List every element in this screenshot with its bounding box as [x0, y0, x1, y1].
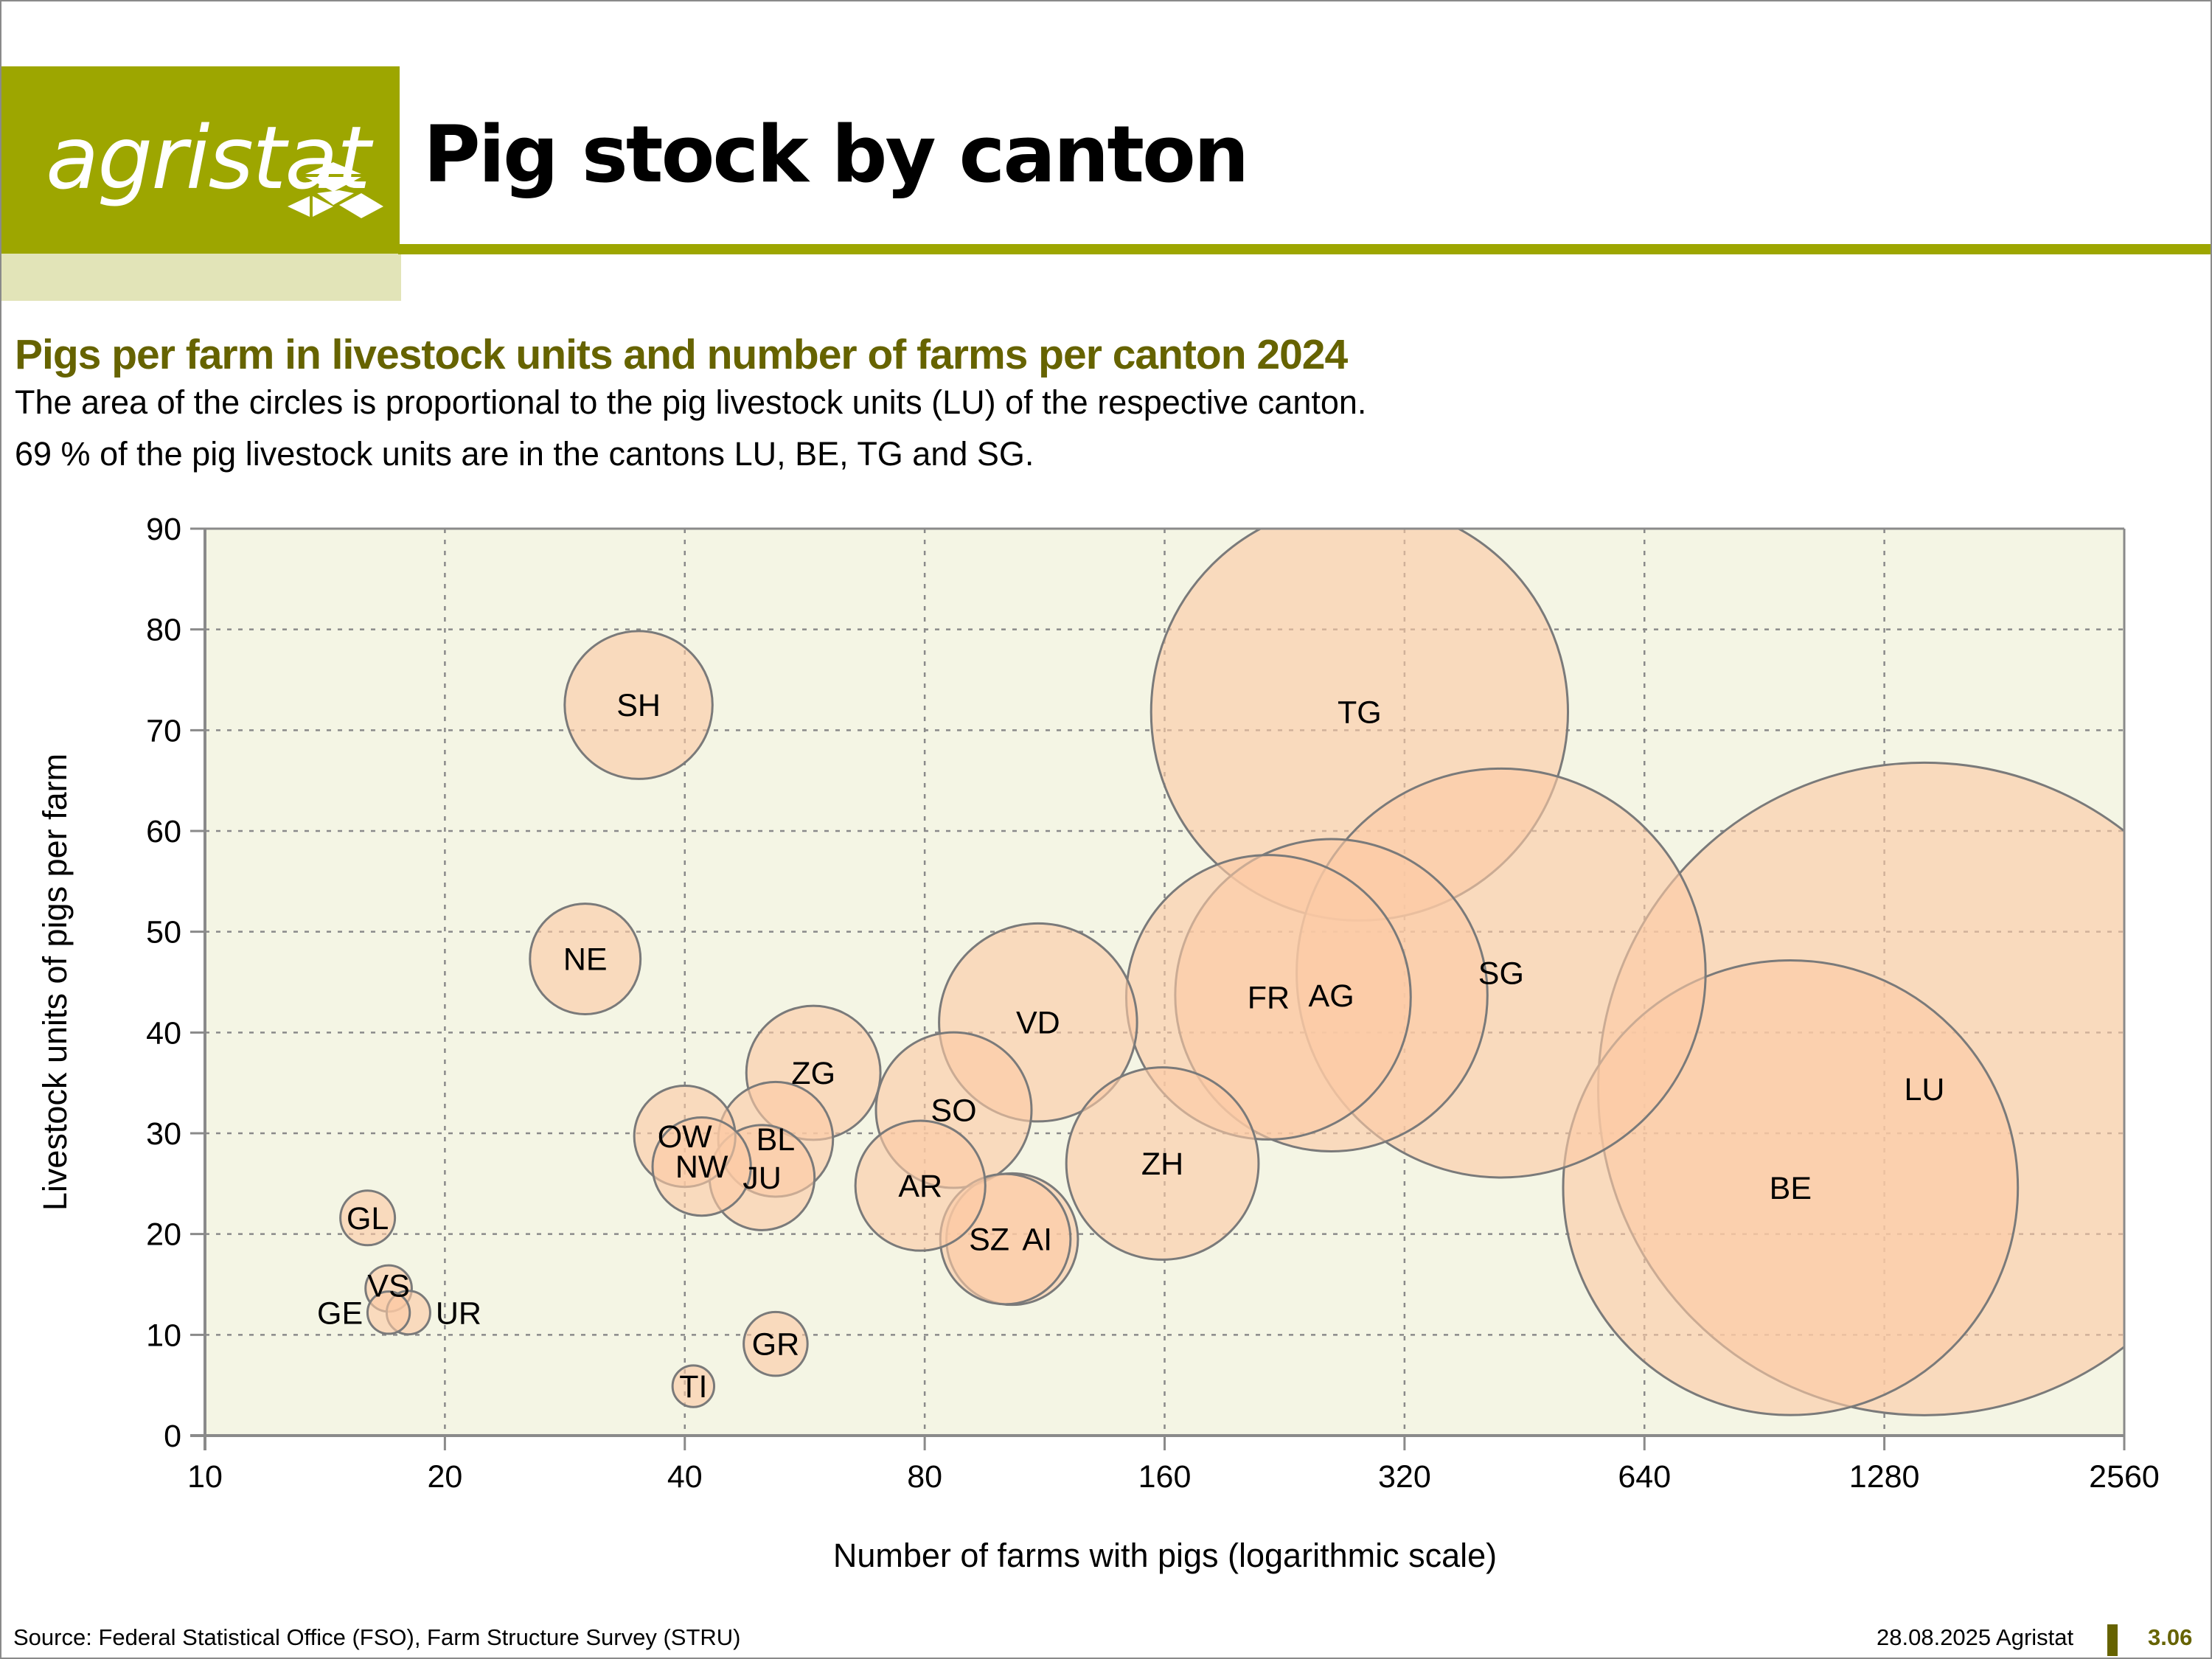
bubble-label: GR — [752, 1327, 800, 1363]
bubble-sh — [563, 630, 714, 780]
bubble-label: NW — [675, 1150, 728, 1185]
logo-wordmark: agristat — [46, 107, 371, 209]
bubble-label: AI — [1022, 1222, 1052, 1258]
y-tick-label: 90 — [146, 512, 181, 547]
x-tick-label: 160 — [1138, 1459, 1192, 1495]
bubble-label: SO — [931, 1093, 976, 1129]
bubble-label: ZG — [791, 1056, 835, 1091]
bubble-label: SG — [1478, 956, 1524, 992]
bubble-label: AR — [898, 1169, 942, 1204]
bubble-label: BL — [757, 1122, 796, 1158]
bubble-label: UR — [436, 1295, 481, 1331]
chart-description-1: The area of the circles is proportional … — [15, 383, 1367, 421]
bubble-label: NE — [563, 942, 608, 978]
y-tick-label: 70 — [146, 713, 181, 748]
bubble-ar — [854, 1119, 987, 1252]
footer-source: Source: Federal Statistical Office (FSO)… — [13, 1624, 741, 1650]
bubble-ne — [529, 902, 642, 1016]
footer-page-number: 3.06 — [2148, 1624, 2193, 1650]
bubble-ti — [671, 1364, 716, 1408]
bubble-label: FR — [1248, 981, 1290, 1016]
y-tick-label: 10 — [146, 1318, 181, 1353]
x-tick-label: 10 — [187, 1459, 223, 1495]
logo-underbar — [1, 254, 401, 301]
bubble-gr — [742, 1310, 809, 1377]
bubble-label: OW — [658, 1119, 712, 1155]
y-tick-label: 20 — [146, 1217, 181, 1253]
bubble-zh — [1065, 1066, 1260, 1261]
x-axis-title: Number of farms with pigs (logarithmic s… — [833, 1537, 1497, 1574]
bubble-label: AG — [1309, 978, 1354, 1014]
x-tick-label: 20 — [427, 1459, 462, 1495]
bubble-gl — [339, 1189, 397, 1247]
chart-subtitle: Pigs per farm in livestock units and num… — [15, 331, 1348, 378]
x-tick-label: 40 — [667, 1459, 703, 1495]
logo-diamond-icon — [288, 162, 383, 218]
y-tick-label: 40 — [146, 1015, 181, 1051]
y-tick-label: 80 — [146, 613, 181, 648]
y-tick-label: 50 — [146, 915, 181, 950]
bubble-ge — [366, 1290, 411, 1335]
bubble-label: TI — [679, 1369, 707, 1405]
bubble-label: GE — [317, 1295, 363, 1331]
bubble-label: GL — [347, 1201, 389, 1237]
y-tick-label: 30 — [146, 1116, 181, 1152]
bubble-label: TG — [1338, 695, 1382, 731]
y-tick-label: 0 — [164, 1419, 181, 1454]
agristat-logo: agristat — [1, 66, 400, 254]
bubble-nw — [651, 1116, 752, 1217]
bubble-label: SZ — [969, 1222, 1009, 1258]
bubble-label: JU — [742, 1161, 782, 1196]
x-tick-label: 1280 — [1849, 1459, 1920, 1495]
bubble-label: SH — [616, 688, 661, 723]
footer-divider — [2107, 1624, 2118, 1656]
x-tick-label: 640 — [1618, 1459, 1671, 1495]
bubble-label: BE — [1770, 1171, 1812, 1206]
bubble-label: VS — [367, 1268, 409, 1304]
x-tick-label: 80 — [907, 1459, 942, 1495]
x-tick-label: 2560 — [2089, 1459, 2160, 1495]
y-axis-title: Livestock units of pigs per farm — [36, 754, 74, 1211]
chart-description-2: 69 % of the pig livestock units are in t… — [15, 435, 1034, 473]
y-tick-label: 60 — [146, 814, 181, 849]
bubble-label: VD — [1016, 1006, 1060, 1041]
bubble-label: ZH — [1141, 1147, 1183, 1182]
header-rule — [398, 244, 2211, 254]
footer-date: 28.08.2025 Agristat — [1877, 1624, 2074, 1650]
page-title: Pig stock by canton — [423, 109, 1249, 200]
bubble-label: LU — [1904, 1072, 1944, 1107]
x-tick-label: 320 — [1378, 1459, 1431, 1495]
